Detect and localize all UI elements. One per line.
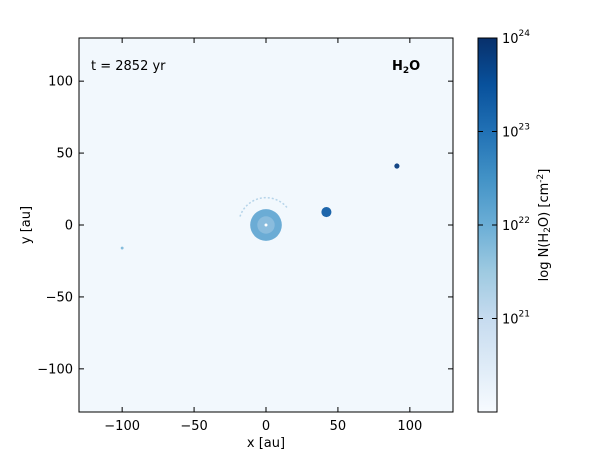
colorbar-tick-label: 1022 [502,216,530,234]
species-subscript: 2 [403,66,409,76]
species-label: H2O [392,59,420,76]
feature-1 [321,207,332,218]
species-main: H [392,59,403,74]
feature-2 [394,163,400,169]
x-tick-label: 100 [397,419,422,434]
time-label: t = 2852 yr [91,59,166,74]
x-tick-label: −100 [104,419,140,434]
colorbar-tick-label: 1023 [502,123,530,141]
y-axis-ticks: −100 −50 0 50 100 [37,75,453,377]
y-tick-label: 0 [65,219,73,234]
species-tail: O [409,59,420,74]
feature-center-dot [264,223,268,227]
y-tick-label: 100 [48,75,73,90]
x-axis-ticks: −100 −50 0 50 100 [104,38,422,434]
y-tick-label: −50 [46,290,73,305]
heatmap-features [120,163,400,250]
y-tick-label: 50 [56,147,73,162]
y-tick-label: −100 [37,362,73,377]
x-tick-label: 0 [262,419,270,434]
x-axis-label: x [au] [247,436,285,451]
y-axis-label: y [au] [19,206,34,244]
feature-3 [120,246,124,250]
colorbar-ticks: 1021 1022 1023 1024 [478,29,530,328]
x-tick-label: −50 [180,419,207,434]
colorbar-label: log N(H2O) [cm-2] [536,169,553,282]
feature-arc [238,196,288,219]
x-tick-label: 50 [330,419,347,434]
colorbar-tick-label: 1021 [502,310,530,328]
colorbar-tick-label: 1024 [502,29,530,47]
